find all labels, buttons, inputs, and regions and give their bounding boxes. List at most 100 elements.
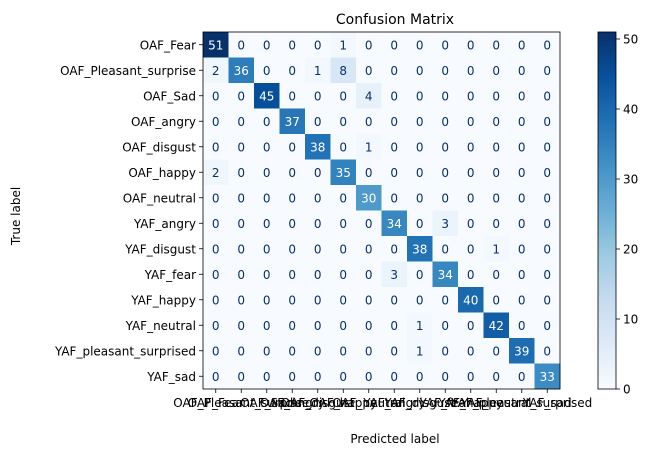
x-axis-label: Predicted label xyxy=(350,432,439,446)
cell-value-label: 0 xyxy=(467,242,475,256)
heatmap-cells xyxy=(203,32,561,390)
cell-value-label: 0 xyxy=(339,344,347,358)
cell-value-label: 1 xyxy=(492,242,500,256)
cell-value-label: 0 xyxy=(365,64,373,78)
cell-value-label: 0 xyxy=(416,166,424,180)
cell-value-label: 0 xyxy=(390,140,398,154)
heatmap-cell xyxy=(254,261,280,288)
cell-value-label: 0 xyxy=(467,191,475,205)
heatmap-cell xyxy=(254,134,280,160)
heatmap-cell xyxy=(381,261,408,288)
heatmap-cell xyxy=(330,261,357,288)
cell-value-label: 0 xyxy=(237,344,245,358)
colorbar-tick-label: 50 xyxy=(623,33,638,47)
cell-value-label: 0 xyxy=(288,344,296,358)
heatmap-cell xyxy=(330,185,357,211)
cell-value-label: 0 xyxy=(390,344,398,358)
cell-value-label: 0 xyxy=(263,242,271,256)
heatmap-cell xyxy=(483,32,510,58)
cell-value-label: 0 xyxy=(441,319,449,333)
cell-value-label: 0 xyxy=(518,89,526,103)
heatmap-cell xyxy=(279,236,306,262)
cell-value-label: 0 xyxy=(237,166,245,180)
cell-value-label: 0 xyxy=(237,115,245,129)
heatmap-cell xyxy=(305,57,331,84)
x-tick-label: OAF_disgust xyxy=(281,396,355,410)
heatmap-cell xyxy=(534,159,561,186)
heatmap-cell xyxy=(330,210,357,237)
heatmap-cell xyxy=(381,210,408,237)
heatmap-cell xyxy=(458,108,484,135)
heatmap-cell xyxy=(279,287,306,313)
colorbar-tick-label: 10 xyxy=(623,313,638,327)
cell-value-label: 0 xyxy=(314,344,322,358)
heatmap-cell xyxy=(330,363,357,390)
cell-value-label: 0 xyxy=(518,242,526,256)
heatmap-cell xyxy=(203,57,229,84)
x-tick-label: YAF_neutral xyxy=(460,396,531,410)
heatmap-cell xyxy=(509,32,535,58)
heatmap-cell xyxy=(228,32,255,58)
x-tick-label: OAF_angry xyxy=(260,396,325,410)
heatmap-cell xyxy=(483,134,510,160)
heatmap-cell xyxy=(330,134,357,160)
cell-value-label: 0 xyxy=(416,64,424,78)
heatmap-cell xyxy=(483,57,510,84)
cell-value-label: 0 xyxy=(212,89,220,103)
cell-value-label: 0 xyxy=(237,38,245,52)
heatmap-cell xyxy=(381,134,408,160)
heatmap-cell xyxy=(305,287,331,313)
heatmap-cell xyxy=(203,159,229,186)
cell-value-label: 0 xyxy=(339,319,347,333)
heatmap-cell xyxy=(509,312,535,339)
cell-value-label: 37 xyxy=(285,115,300,129)
y-tick-label: YAF_disgust xyxy=(124,242,196,256)
cell-value-label: 0 xyxy=(212,242,220,256)
y-axis-ticks: OAF_Fear OAF_Pleasant_surprise OAF_Sad OAF_… xyxy=(54,38,203,384)
cell-value-label: 1 xyxy=(365,140,373,154)
heatmap-cell xyxy=(228,108,255,135)
cell-value-label: 0 xyxy=(543,217,551,231)
cell-value-label: 38 xyxy=(412,242,427,256)
cell-value-label: 0 xyxy=(237,370,245,384)
heatmap-cell xyxy=(203,236,229,262)
heatmap-cell xyxy=(432,236,459,262)
cell-value-label: 0 xyxy=(467,217,475,231)
heatmap-cell xyxy=(381,57,408,84)
x-axis-ticks: OAF_FearOAF_Pleasant_surpriseOAF_SadOAF_… xyxy=(173,389,592,410)
y-tick-label: OAF_disgust xyxy=(122,140,196,154)
heatmap-cell xyxy=(509,363,535,390)
heatmap-cell xyxy=(203,185,229,211)
heatmap-cell xyxy=(381,185,408,211)
cell-value-label: 0 xyxy=(263,64,271,78)
heatmap-cell xyxy=(534,363,561,390)
heatmap-cell xyxy=(279,83,306,109)
heatmap-cell xyxy=(432,57,459,84)
heatmap-cell xyxy=(203,32,229,58)
heatmap-cell xyxy=(356,185,382,211)
cell-value-label: 0 xyxy=(416,370,424,384)
heatmap-cell xyxy=(432,185,459,211)
heatmap-cell xyxy=(458,363,484,390)
heatmap-cell xyxy=(279,261,306,288)
cell-value-label: 0 xyxy=(288,38,296,52)
cell-value-label: 0 xyxy=(492,64,500,78)
heatmap-cell xyxy=(305,312,331,339)
cell-value-label: 0 xyxy=(441,344,449,358)
x-tick-label: YAF_angry xyxy=(362,396,425,410)
heatmap-cell xyxy=(203,134,229,160)
cell-value-label: 0 xyxy=(212,344,220,358)
cell-value-label: 0 xyxy=(237,242,245,256)
cell-value-label: 0 xyxy=(314,191,322,205)
heatmap-cell xyxy=(203,363,229,390)
heatmap-cell xyxy=(534,338,561,364)
cell-value-label: 0 xyxy=(339,140,347,154)
heatmap-cell xyxy=(483,185,510,211)
heatmap-cell xyxy=(534,312,561,339)
cell-value-label: 45 xyxy=(259,89,274,103)
cell-value-label: 36 xyxy=(234,64,249,78)
heatmap-cell xyxy=(483,312,510,339)
heatmap-cell xyxy=(356,210,382,237)
heatmap-cell xyxy=(432,159,459,186)
